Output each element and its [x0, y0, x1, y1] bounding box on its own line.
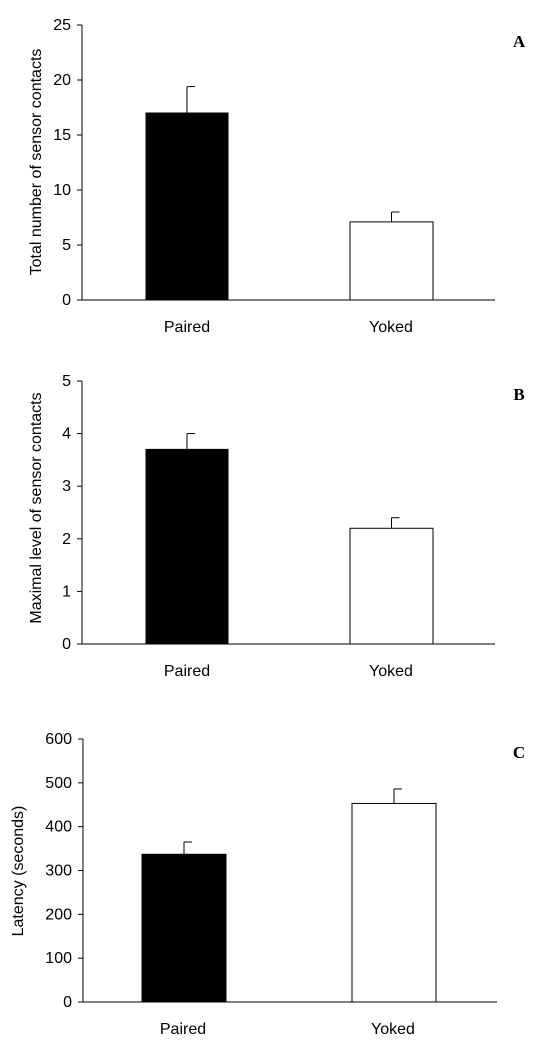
panel-c-ytick-label: 600: [45, 731, 72, 748]
panel-b-ytick-label: 4: [62, 426, 71, 443]
panel-a-ytick-label: 15: [53, 127, 71, 144]
panel-c-xtick-paired: Paired: [160, 1021, 206, 1038]
panel-c-ytick-label: 300: [45, 863, 72, 880]
panel-b-ytick-label: 3: [62, 478, 71, 495]
panel-a-ytick-label: 5: [62, 237, 71, 254]
panel-c-ytick-label: 500: [45, 775, 72, 792]
panel-b-bar-paired: [145, 448, 229, 645]
panel-b-ytick-label: 2: [62, 531, 71, 548]
panel-c-xtick-yoked: Yoked: [371, 1021, 415, 1038]
panel-c-bar-paired: [141, 853, 227, 1003]
panel-c-ytick-label: 100: [45, 950, 72, 967]
panel-b-bar-yoked: [349, 527, 434, 645]
panel-c-ytick-label: 200: [45, 906, 72, 923]
panel-a-ytick-label: 10: [53, 182, 71, 199]
panel-b-ytick-label: 0: [62, 636, 71, 653]
panel-b-xtick-yoked: Yoked: [369, 663, 413, 680]
panel-c: Latency (seconds) C 0100200300400500600 …: [10, 731, 525, 1038]
panel-a-label: A: [513, 32, 526, 51]
panel-a-bar-paired: [145, 112, 229, 301]
panel-a-xtick-paired: Paired: [164, 319, 210, 336]
panel-c-bar-yoked: [351, 802, 437, 1003]
panel-c-ytick-label: 0: [63, 994, 72, 1011]
panel-a-ytick-label: 20: [53, 72, 71, 89]
panel-a-bar-yoked: [349, 221, 434, 301]
panel-a: Total number of sensor contacts A 0 5 10 15…: [28, 17, 526, 336]
panel-c-ytick-label: 400: [45, 819, 72, 836]
panel-a-xtick-yoked: Yoked: [369, 319, 413, 336]
panel-a-ylabel: Total number of sensor contacts: [28, 49, 45, 276]
panel-b-ylabel: Maximal level of sensor contacts: [28, 392, 45, 623]
panel-b-ytick-label: 1: [62, 583, 71, 600]
panel-b: Maximal level of sensor contacts B 0 1 2 3 4…: [28, 373, 525, 680]
panel-a-ytick-label: 25: [53, 17, 71, 34]
panel-c-ylabel: Latency (seconds): [10, 806, 27, 937]
panel-b-ytick-label: 5: [62, 373, 71, 390]
panel-c-label: C: [513, 743, 525, 762]
panel-b-xtick-paired: Paired: [164, 663, 210, 680]
panel-b-label: B: [513, 385, 524, 404]
panel-a-ytick-label: 0: [62, 292, 71, 309]
